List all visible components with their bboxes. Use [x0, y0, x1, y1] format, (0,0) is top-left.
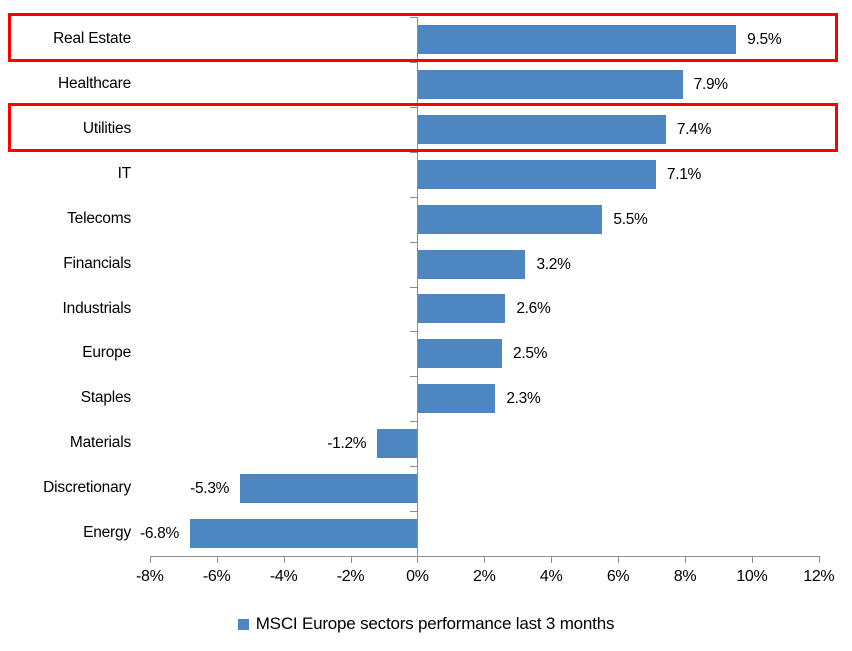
category-axis-tick [410, 376, 418, 378]
legend-label: MSCI Europe sectors performance last 3 m… [255, 614, 615, 633]
bar [418, 249, 526, 279]
bar-value-label: 7.9% [693, 75, 728, 93]
x-axis-tick [751, 556, 753, 563]
category-axis-tick [410, 466, 418, 468]
bar [240, 474, 418, 504]
x-axis-tick [283, 556, 285, 563]
bar-value-label: 5.5% [613, 210, 648, 228]
x-axis-tick-label: 8% [673, 568, 697, 585]
category-label: Utilities [82, 119, 131, 137]
category-axis-tick [410, 241, 418, 243]
x-axis-tick-label: -2% [336, 568, 365, 585]
bar [418, 294, 506, 324]
category-axis-tick [410, 61, 418, 63]
x-axis-tick [216, 556, 218, 563]
x-axis-tick-label: 2% [473, 568, 496, 585]
category-axis-tick [410, 286, 418, 288]
category-label: Staples [80, 389, 132, 407]
bar [377, 429, 418, 459]
x-axis-tick [551, 556, 553, 563]
x-axis-tick-label: -4% [269, 568, 298, 585]
category-axis-tick [410, 106, 418, 108]
x-axis-tick-label: -6% [202, 568, 231, 585]
category-label: Materials [69, 434, 131, 452]
bar [418, 339, 503, 369]
category-label: Discretionary [43, 479, 131, 497]
category-label: Energy [83, 524, 131, 542]
category-label: Telecoms [67, 209, 131, 227]
category-label: Real Estate [53, 30, 131, 47]
x-axis-tick [484, 556, 486, 563]
category-label: IT [117, 164, 132, 182]
category-label: Healthcare [58, 74, 131, 92]
y-axis-line [417, 17, 419, 556]
bar-value-label: 7.4% [676, 120, 712, 138]
category-label: Financials [63, 254, 131, 272]
bar-value-label: -1.2% [327, 435, 367, 453]
bar-value-label: 2.5% [513, 345, 548, 363]
category-axis-tick [410, 331, 418, 333]
bar-value-label: 2.3% [506, 390, 541, 408]
x-axis-tick-label: 4% [539, 568, 563, 585]
x-axis-tick-label: 6% [606, 568, 630, 585]
x-axis-tick [618, 556, 620, 563]
bar [418, 384, 496, 414]
x-axis-tick [417, 556, 419, 563]
category-axis-tick [410, 421, 418, 423]
category-label: Europe [82, 344, 131, 362]
x-axis-tick [685, 556, 686, 563]
x-axis-tick [350, 556, 352, 563]
bar [418, 114, 666, 144]
legend: MSCI Europe sectors performance last 3 m… [0, 611, 852, 637]
bar-value-label: 9.5% [747, 30, 782, 48]
category-axis-tick [410, 17, 418, 18]
category-axis-tick [410, 196, 418, 198]
category-axis-tick [410, 511, 418, 513]
bar-value-label: -5.3% [190, 480, 230, 498]
x-axis-tick [818, 556, 820, 563]
category-label: Industrials [62, 299, 132, 317]
legend-marker-icon [237, 618, 249, 630]
bar [418, 159, 656, 189]
bar [418, 204, 603, 234]
bar-value-label: -6.8% [139, 525, 179, 543]
bar [189, 519, 418, 549]
bar-value-label: 7.1% [666, 165, 702, 183]
bar [418, 69, 683, 99]
x-axis-tick [149, 556, 151, 563]
bar [418, 24, 737, 54]
x-axis-tick-label: 12% [803, 568, 835, 585]
bar-value-label: 2.6% [516, 300, 551, 318]
x-axis-tick-label: 10% [736, 568, 768, 585]
bar-value-label: 3.2% [536, 255, 571, 273]
category-axis-tick [410, 151, 418, 153]
x-axis-tick-label: 0% [406, 568, 429, 585]
x-axis-tick-label: -8% [136, 568, 164, 585]
